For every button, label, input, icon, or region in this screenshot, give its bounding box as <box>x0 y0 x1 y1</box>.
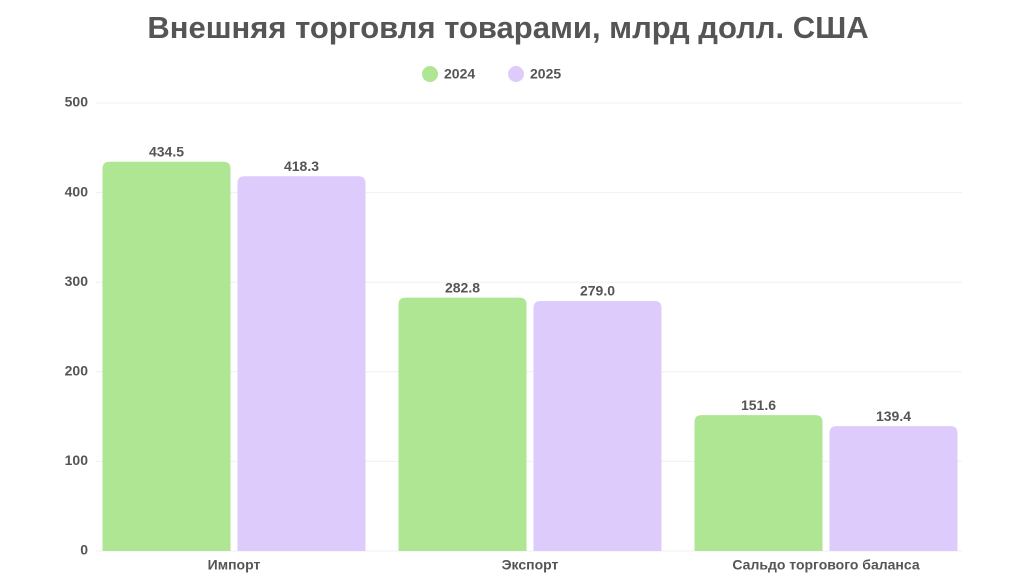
value-label: 279.0 <box>580 283 615 299</box>
value-label: 434.5 <box>149 143 184 159</box>
legend-marker <box>422 66 438 82</box>
legend-marker <box>508 66 524 82</box>
bar <box>533 301 662 551</box>
bar <box>829 426 958 551</box>
value-label: 418.3 <box>284 158 319 174</box>
bar <box>694 415 823 551</box>
y-tick-label: 200 <box>65 363 89 379</box>
bar <box>237 176 366 552</box>
value-label: 139.4 <box>876 408 911 424</box>
legend-label: 2024 <box>444 66 475 82</box>
value-label: 282.8 <box>445 279 480 295</box>
value-label: 151.6 <box>741 397 776 413</box>
y-tick-label: 400 <box>65 183 89 199</box>
bar <box>102 161 231 552</box>
chart-title: Внешняя торговля товарами, млрд долл. СШ… <box>147 10 868 45</box>
x-tick-label: Импорт <box>208 557 261 573</box>
x-tick-label: Экспорт <box>502 557 559 573</box>
bar <box>398 297 527 551</box>
y-tick-label: 0 <box>80 542 88 558</box>
y-tick-label: 300 <box>65 273 89 289</box>
x-tick-label: Сальдо торгового баланса <box>732 557 919 573</box>
y-tick-label: 100 <box>65 452 89 468</box>
legend-label: 2025 <box>530 66 561 82</box>
y-tick-label: 500 <box>65 94 89 110</box>
